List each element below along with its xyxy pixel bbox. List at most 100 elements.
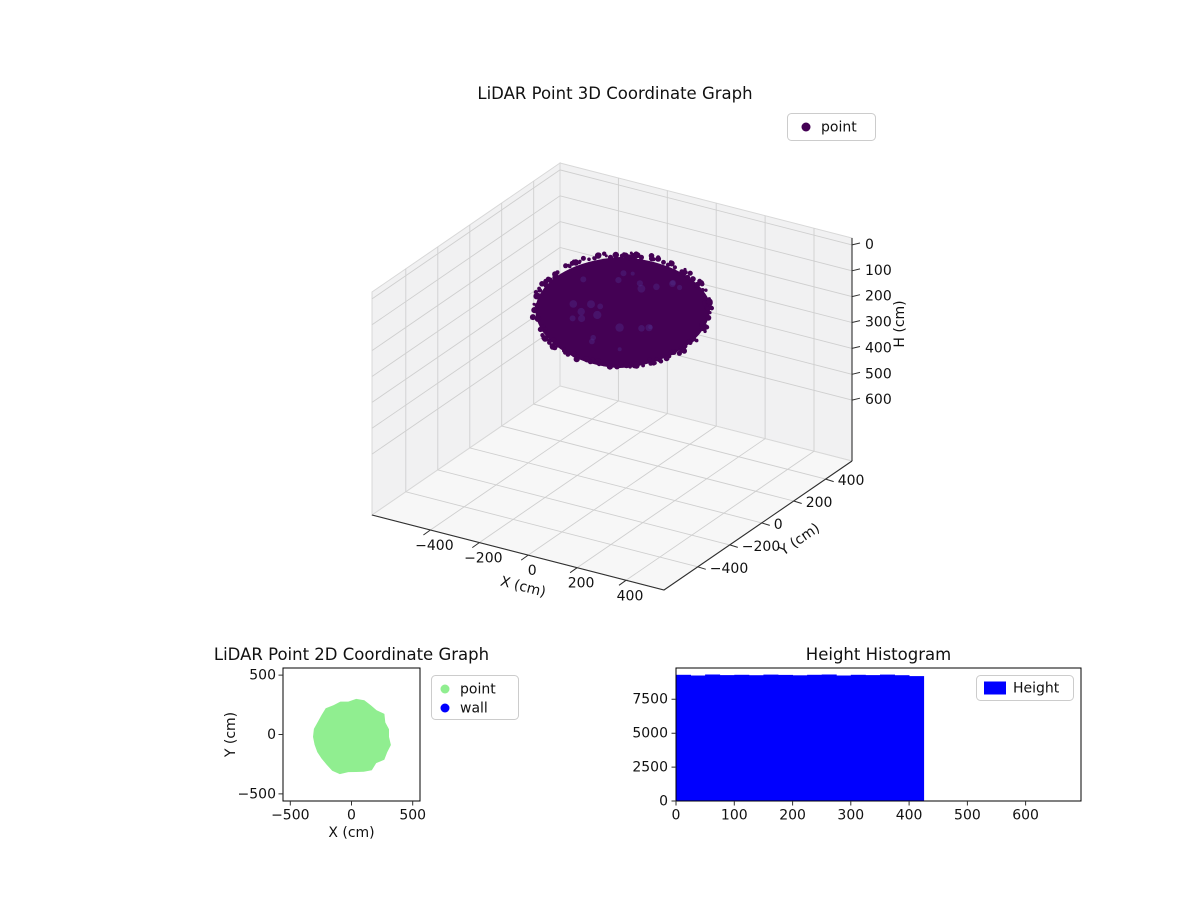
x-tick-label: −200 <box>464 551 502 567</box>
point-3d <box>602 362 607 367</box>
x-tick-label: 200 <box>779 808 806 824</box>
point-3d <box>583 356 590 362</box>
axis-label-y-3d: Y (cm) <box>776 520 823 559</box>
point-3d <box>587 257 591 262</box>
axis-label-y-2d: Y (cm) <box>223 712 239 758</box>
point-3d <box>682 343 688 349</box>
point-3d <box>572 353 577 358</box>
point-3d-highlight <box>677 284 683 291</box>
point-3d-highlight <box>637 284 646 293</box>
point-3d-highlight <box>617 347 622 352</box>
y-tick-label: 500 <box>249 668 276 684</box>
histogram-bar <box>719 675 735 801</box>
z-tick-label: 600 <box>865 392 892 408</box>
legend-2d-marker-point <box>440 684 450 694</box>
point-3d <box>663 355 670 362</box>
point-3d <box>709 305 714 311</box>
legend-2d-marker-wall <box>440 703 450 713</box>
histogram-bar <box>676 674 691 801</box>
point-3d <box>576 354 580 358</box>
histogram-title: Height Histogram <box>806 645 951 664</box>
point-3d <box>534 315 542 322</box>
y-tick-label: 5000 <box>632 726 668 742</box>
point-3d <box>531 307 538 314</box>
x-tick-label: 500 <box>954 808 981 824</box>
point-3d-highlight <box>630 271 635 276</box>
plot-2d: LiDAR Point 2D Coordinate Graph −500 0 5… <box>214 645 519 841</box>
point-cloud-2d <box>313 698 391 775</box>
point-3d <box>680 348 686 353</box>
point-3d <box>658 358 664 364</box>
point-3d <box>596 361 601 366</box>
point-3d <box>661 259 666 265</box>
point-3d <box>686 339 692 345</box>
point-3d <box>618 360 624 366</box>
grid-x-3d <box>430 178 815 581</box>
point-3d <box>648 361 653 366</box>
z-tick-label: 300 <box>865 315 892 331</box>
point-3d <box>572 259 579 266</box>
point-3d-highlight <box>620 270 627 277</box>
histogram: Height Histogram 0 100 200 300 400 500 6… <box>632 645 1082 824</box>
grid-z-3d <box>371 169 853 455</box>
point-3d-highlight <box>653 283 660 291</box>
point-3d <box>633 251 639 257</box>
point-cloud-body-3d <box>535 257 711 368</box>
x-ticks-3d <box>423 529 627 586</box>
point-3d <box>672 265 678 270</box>
point-3d <box>529 314 536 321</box>
point-3d <box>703 330 707 334</box>
point-3d <box>550 337 557 343</box>
point-3d-highlight <box>615 277 622 284</box>
y-tick-label: 0 <box>659 794 668 810</box>
point-3d <box>542 335 549 342</box>
y-tick-label: 2500 <box>632 760 668 776</box>
histogram-bar <box>778 674 793 801</box>
point-blob-2d <box>313 698 391 775</box>
x-tick-label: 0 <box>347 808 356 824</box>
point-cloud-3d <box>529 251 714 370</box>
z-tick-label: 200 <box>865 289 892 305</box>
x-ticks-hist <box>675 801 1027 806</box>
x-ticks-2d <box>289 801 414 806</box>
point-3d <box>687 270 693 276</box>
histogram-bar <box>880 674 895 801</box>
point-3d <box>628 365 632 369</box>
x-tick-label: 400 <box>617 588 644 604</box>
histogram-bar <box>909 676 925 801</box>
plot-3d: LiDAR Point 3D Coordinate Graph −400 −20… <box>370 84 908 604</box>
point-3d <box>552 342 556 346</box>
histogram-bar <box>734 674 750 801</box>
z-tick-label: 400 <box>865 340 892 356</box>
point-3d <box>547 340 552 345</box>
histogram-bar <box>850 674 866 801</box>
point-3d <box>612 251 619 259</box>
point-3d <box>684 274 691 280</box>
axes-frame-hist <box>675 667 1082 802</box>
point-3d <box>638 254 645 260</box>
point-3d <box>619 253 625 258</box>
histogram-bar <box>865 675 881 801</box>
point-3d-highlight <box>580 276 587 283</box>
x-tick-label: −500 <box>271 808 309 824</box>
point-3d <box>648 253 655 259</box>
plot-2d-title: LiDAR Point 2D Coordinate Graph <box>214 645 489 664</box>
point-3d <box>533 290 539 295</box>
z-tick-label: 500 <box>865 366 892 382</box>
legend-2d-label-wall: wall <box>460 701 488 717</box>
point-3d <box>578 259 582 263</box>
point-3d-highlight <box>587 300 595 309</box>
point-3d <box>568 264 572 269</box>
point-3d <box>706 298 713 305</box>
point-3d-highlight <box>569 300 578 308</box>
point-3d <box>656 255 661 260</box>
y-tick-label: −500 <box>238 786 276 802</box>
point-3d-highlight <box>669 280 676 288</box>
x-tick-label: 600 <box>1012 808 1039 824</box>
z-tick-label: 0 <box>865 237 874 253</box>
point-3d-highlight <box>569 315 576 322</box>
x-tick-label: 400 <box>896 808 923 824</box>
y-tick-label: 400 <box>838 473 865 489</box>
point-3d <box>690 276 696 282</box>
legend-hist-label: Height <box>1013 681 1060 697</box>
